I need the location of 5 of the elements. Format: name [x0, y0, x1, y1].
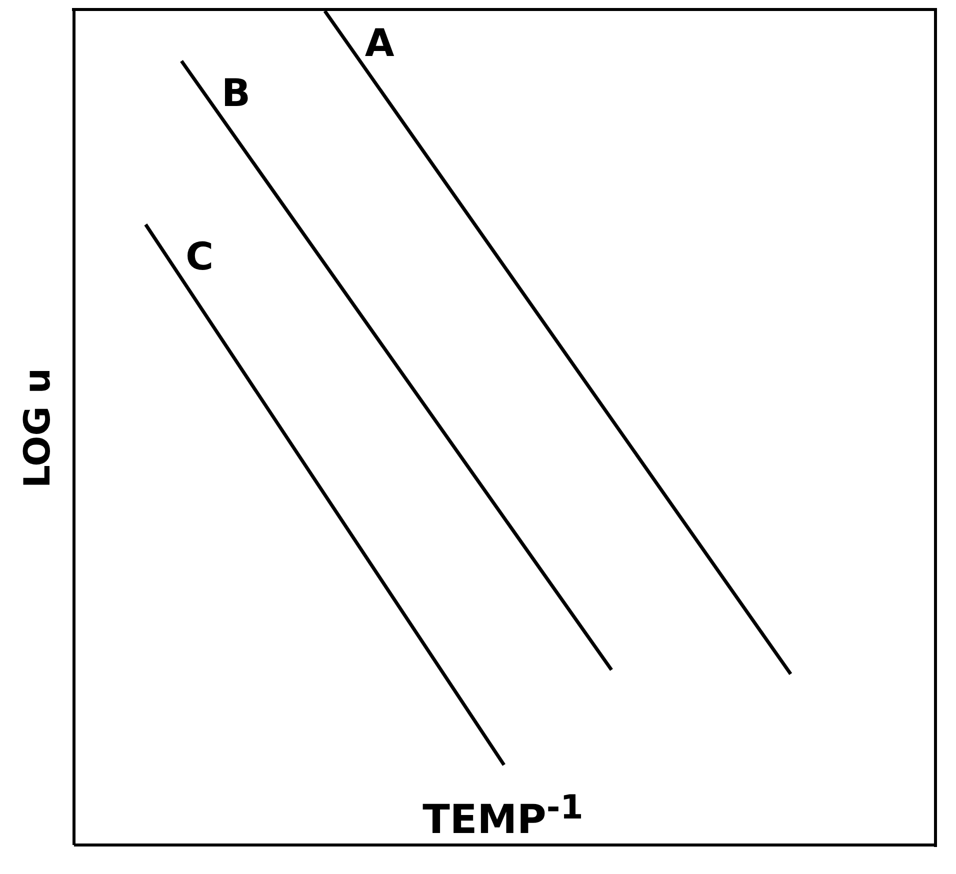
series-label: B [222, 71, 250, 116]
x-axis-title: TEMP$^{-1}$ [422, 788, 584, 843]
series-label: C [186, 234, 214, 279]
series-label: A [364, 21, 395, 65]
y-axis-title: LOG u [18, 368, 58, 488]
